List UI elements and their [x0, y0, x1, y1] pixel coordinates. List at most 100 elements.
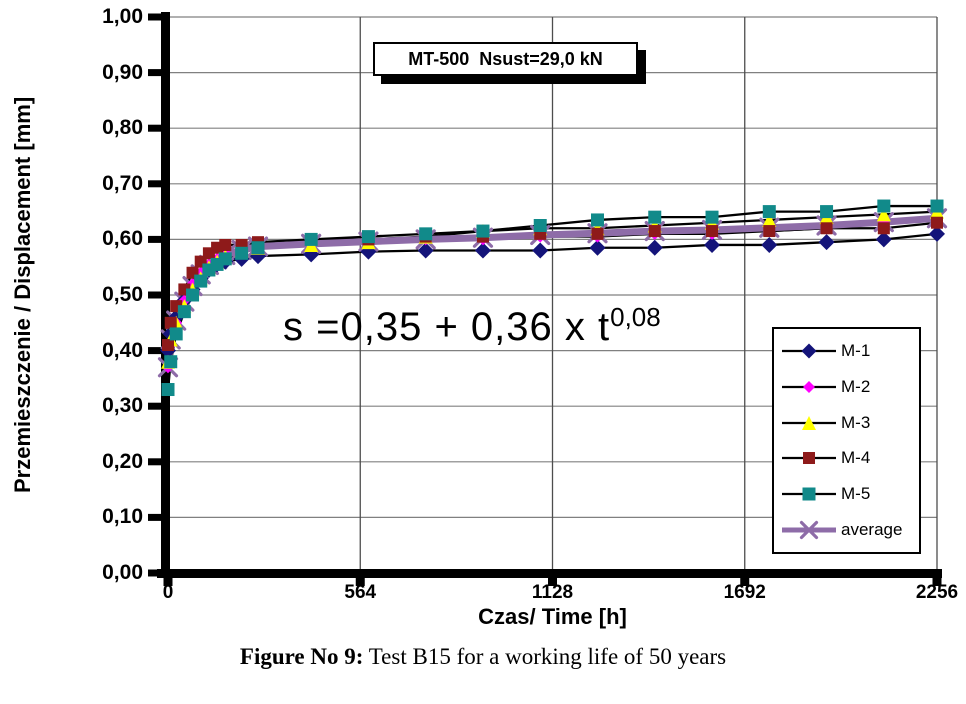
series-marker-diamond [474, 242, 491, 259]
y-tick-label: 0,80 [102, 116, 143, 140]
y-axis-tick [148, 458, 161, 466]
series-marker-square [235, 246, 249, 260]
y-axis-title: Przemieszczenie / Displacement [mm] [10, 96, 35, 494]
series-marker-diamond [417, 242, 434, 259]
y-axis-tick [148, 569, 161, 577]
series-marker-square [361, 230, 375, 244]
x-axis-tick [355, 578, 365, 586]
series-marker-diamond [803, 380, 815, 393]
y-tick-label: 0,90 [102, 60, 143, 84]
series-marker-x [799, 520, 819, 540]
y-axis-tick [148, 13, 161, 21]
series-marker-triangle [762, 212, 777, 227]
legend-label: average [841, 520, 903, 540]
y-tick-label: 0,00 [102, 561, 143, 584]
y-tick-label: 0,40 [102, 338, 143, 362]
fit-equation-base: s =0,35 + 0,36 x t [283, 305, 611, 349]
series-marker-diamond [801, 343, 817, 359]
legend-entry-M-4: M-4 [780, 443, 919, 473]
series-marker-triangle [876, 207, 891, 222]
series-marker-square [877, 222, 890, 235]
y-axis [161, 12, 170, 578]
legend-label: M-2 [841, 376, 871, 396]
y-tick-label: 0,10 [102, 505, 143, 529]
legend-key-M-5 [782, 487, 836, 501]
series-marker-square [706, 225, 719, 238]
y-axis-tick [148, 124, 161, 132]
series-marker-square [194, 274, 208, 288]
x-axis-tick [932, 578, 942, 586]
y-axis-tick [148, 347, 161, 355]
series-marker-square [164, 316, 177, 329]
series-marker-square [304, 232, 318, 246]
legend-key-M-2 [782, 380, 836, 393]
series-marker-square [590, 213, 604, 227]
series-marker-diamond [532, 242, 549, 259]
x-tick-label: 2256 [915, 582, 959, 603]
y-axis-tick [148, 235, 161, 243]
series-marker-diamond [929, 225, 945, 242]
series-marker-square [820, 205, 834, 219]
chart-title-box: MT-500 Nsust=29,0 kN [373, 42, 638, 76]
chart-legend: M-1 M-2 M-3 M-4 M-5 average [772, 327, 921, 554]
figure-caption-label: Figure No 9: [239, 644, 364, 669]
legend-key-average [782, 520, 836, 540]
series-marker-square [161, 383, 175, 397]
series-marker-square [476, 224, 490, 238]
series-marker-square [186, 288, 200, 302]
x-tick-label: 1128 [531, 582, 574, 603]
x-tick-label: 1692 [723, 582, 766, 603]
series-marker-square [705, 210, 719, 224]
figure-caption-text: Test B15 for a working life of 50 years [363, 644, 727, 669]
series-marker-square [419, 227, 433, 241]
x-axis-tick [740, 578, 750, 586]
legend-key-M-3 [782, 415, 836, 430]
series-marker-square [591, 227, 604, 240]
y-tick-label: 0,60 [102, 227, 143, 251]
series-marker-square [930, 199, 944, 213]
series-marker-square [202, 247, 215, 260]
legend-label: M-4 [841, 448, 871, 468]
chart-title-text: MT-500 Nsust=29,0 kN [408, 48, 603, 69]
series-marker-square [177, 305, 191, 319]
series-marker-diamond [704, 236, 721, 253]
figure-caption: Figure No 9: Test B15 for a working life… [0, 644, 966, 670]
series-marker-square [533, 219, 547, 232]
series-marker-square [648, 225, 661, 238]
series-marker-square [763, 225, 776, 238]
series-marker-square [219, 238, 232, 251]
legend-entry-average: average [780, 515, 919, 545]
fit-equation-exponent: 0,08 [610, 302, 661, 332]
y-axis-tick [148, 513, 161, 521]
series-marker-diamond [875, 231, 892, 248]
legend-key-M-1 [782, 343, 836, 359]
y-axis-tick [148, 180, 161, 188]
series-marker-square [164, 355, 178, 369]
series-marker-square [802, 487, 816, 501]
x-axis-tick [548, 578, 557, 586]
series-marker-square [169, 327, 183, 341]
series-marker-square [931, 216, 943, 229]
x-axis [157, 569, 942, 578]
series-marker-square [762, 205, 776, 219]
series-marker-diamond [818, 234, 835, 251]
legend-label: M-3 [841, 412, 871, 432]
legend-entry-M-5: M-5 [780, 479, 919, 509]
y-tick-label: 0,70 [102, 171, 143, 195]
fit-equation: s =0,35 + 0,36 x t0,08 [283, 302, 661, 350]
legend-label: M-5 [841, 484, 871, 504]
series-marker-square [877, 199, 891, 213]
series-marker-diamond [646, 239, 663, 256]
y-tick-label: 0,20 [102, 449, 143, 473]
series-marker-diamond [761, 236, 778, 253]
legend-entry-M-3: M-3 [780, 408, 919, 438]
x-axis-tick [163, 578, 173, 586]
y-axis-tick [148, 291, 161, 299]
legend-key-M-4 [782, 452, 836, 465]
series-marker-square [648, 210, 662, 224]
x-axis-title: Czas/ Time [h] [478, 604, 627, 629]
series-marker-square [820, 222, 833, 235]
y-tick-label: 0,30 [102, 394, 143, 418]
series-marker-square [803, 452, 815, 465]
x-tick-label: 564 [344, 582, 377, 603]
